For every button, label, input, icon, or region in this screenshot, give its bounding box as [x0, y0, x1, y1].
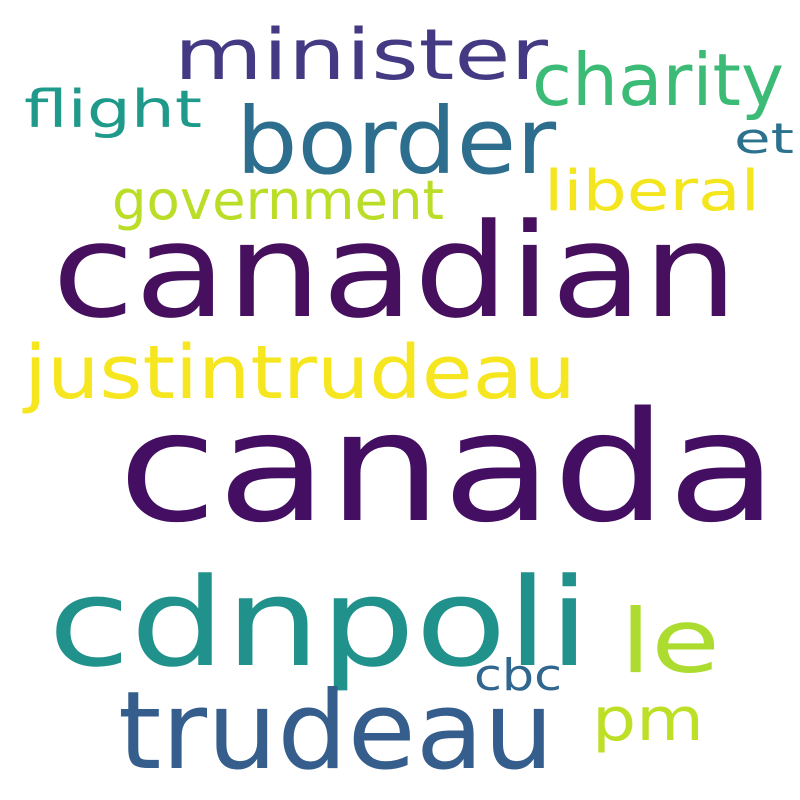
word-trudeau: trudeau [118, 669, 554, 794]
word-canada: canada [118, 379, 778, 556]
word-pm: pm [592, 685, 704, 755]
word-canadian: canadian [52, 195, 738, 347]
word-government: government [112, 167, 444, 232]
word-liberal: liberal [544, 159, 760, 224]
word-border: border [236, 88, 557, 195]
word-le: le [620, 590, 720, 693]
word-charity: charity [532, 38, 785, 122]
word-justintrudeau: justintrudeau [24, 330, 576, 416]
word-et: et [734, 114, 794, 163]
word-cbc: cbc [474, 650, 562, 701]
word-cdnpoli: cdnpoli [48, 552, 590, 694]
word-flight: flight [24, 80, 203, 140]
word-minister: minister [174, 14, 548, 96]
